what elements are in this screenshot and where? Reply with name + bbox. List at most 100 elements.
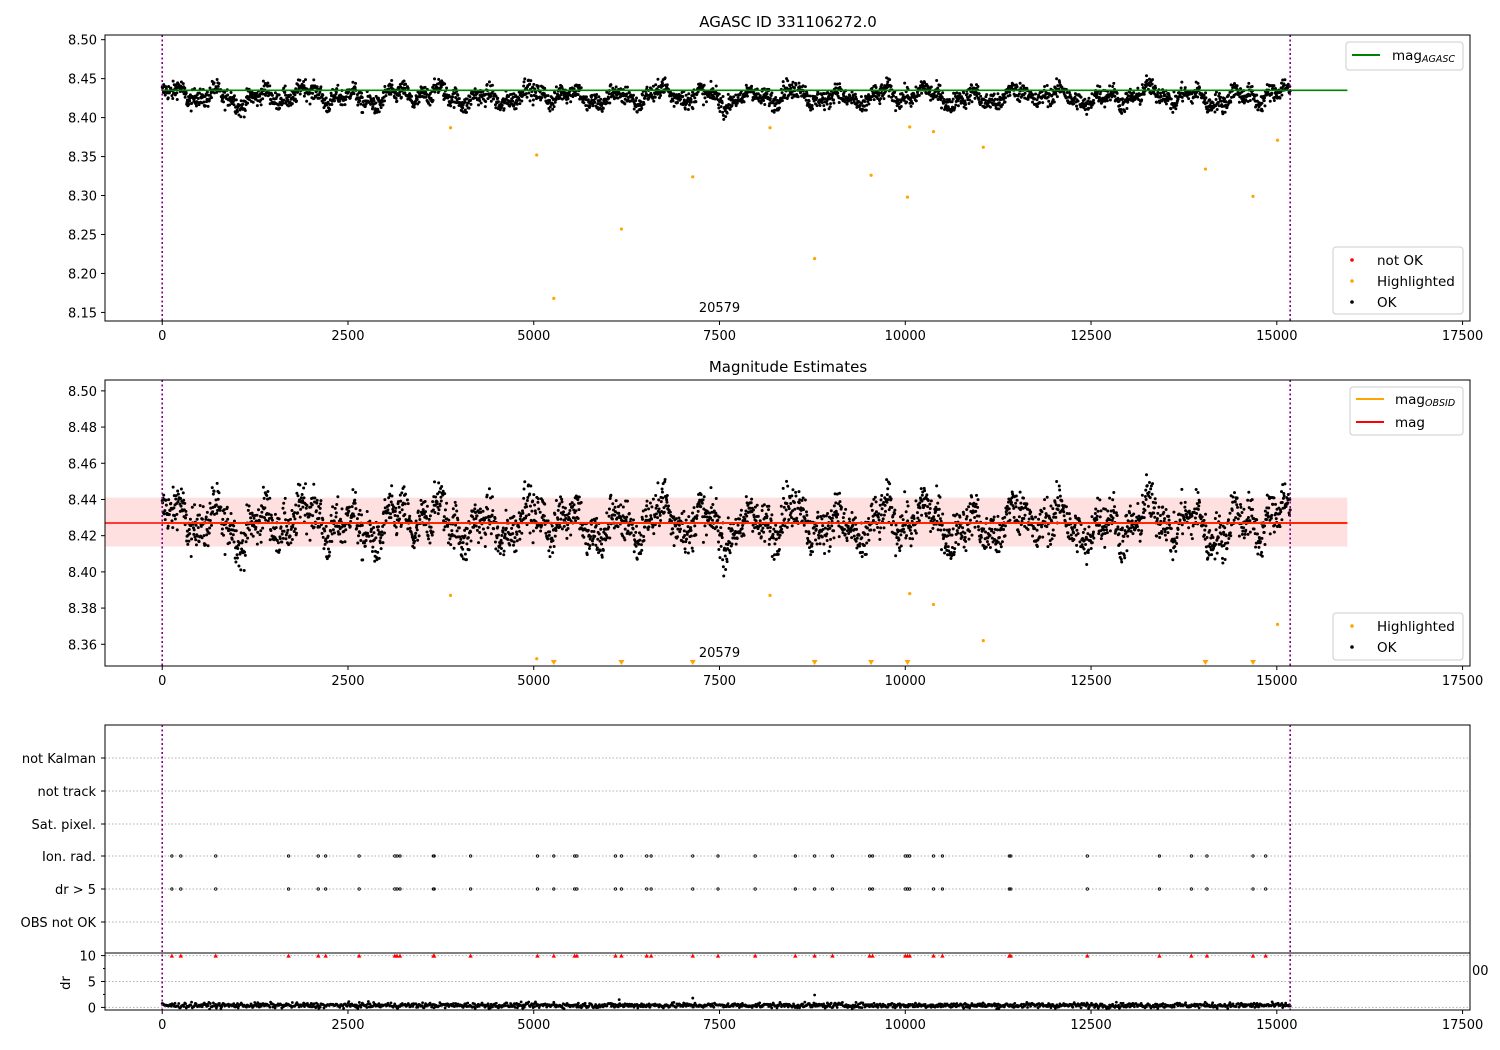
ok-point [879,498,883,502]
ok-point [223,552,227,556]
ok-point [268,84,272,88]
ok-point [305,503,309,507]
ok-point [276,541,280,545]
ok-point [1174,107,1178,111]
ok-point [479,101,483,105]
ok-point [1103,105,1107,109]
ok-point [296,511,300,515]
ok-point [616,96,620,100]
ok-point [361,558,365,562]
ok-point [218,508,222,512]
ok-point [437,490,441,494]
ok-point [372,526,376,530]
ok-point [955,91,959,95]
ok-point [1083,97,1087,101]
ok-point [216,497,220,501]
ok-point [1248,98,1252,102]
ok-point [776,552,780,556]
ok-point [734,542,738,546]
y-tick-label: 8.20 [68,267,97,282]
ok-point [548,98,552,102]
ok-point [694,100,698,104]
ok-point [613,505,617,509]
ok-point [170,94,174,98]
ok-point [757,531,761,535]
ok-point [659,500,663,504]
ok-point [812,531,816,535]
ok-point [1169,107,1173,111]
ok-point [294,531,298,535]
ok-point [689,526,693,530]
ok-point [425,504,429,508]
ok-point [263,516,267,520]
ok-point [767,508,771,512]
ok-point [264,518,268,522]
ok-point [522,496,526,500]
ok-point [976,85,980,89]
ok-point [283,84,287,88]
ok-point [866,532,870,536]
highlighted-point [931,130,936,134]
ok-point [527,78,531,82]
ok-point [691,90,695,94]
ok-point [187,102,191,106]
ok-point [386,508,390,512]
ok-point [738,517,742,521]
ok-point [899,104,903,108]
ok-point [493,517,497,521]
ok-point [850,101,854,105]
ok-point [864,108,868,112]
ok-point [501,530,505,534]
ok-point [282,501,286,505]
ok-point [450,529,454,533]
ok-point [1155,100,1159,104]
ok-point [771,532,775,536]
ok-point [996,92,1000,96]
ok-point [631,518,635,522]
ok-point [404,492,408,496]
ok-point [254,96,258,100]
ok-point [816,515,820,519]
ok-point [755,503,759,507]
ok-point [314,95,318,99]
ok-point [634,544,638,548]
ok-point [523,480,527,484]
ok-point [1226,93,1230,97]
ok-point [321,101,325,105]
ok-point [288,517,292,521]
ok-point [689,534,693,538]
ok-point [302,486,306,490]
ok-point [212,91,216,95]
ok-point [721,95,725,99]
ok-point [465,97,469,101]
ok-point [629,99,633,103]
ok-point [1217,92,1221,96]
ok-point [498,552,502,556]
ok-point [810,544,814,548]
ok-point [477,103,481,107]
ok-point [384,519,388,523]
highlighted-point [619,227,624,231]
ok-point [1092,101,1096,105]
ok-point [421,508,425,512]
ok-point [891,94,895,98]
ok-point [629,517,633,521]
ok-point [518,98,522,102]
ok-point [794,494,798,498]
ok-point [355,527,359,531]
ok-point [445,86,449,90]
ok-point [518,102,522,106]
ok-point [1255,93,1259,97]
ok-point [792,517,796,521]
ok-point [179,504,183,508]
ok-point [705,515,709,519]
ok-point [324,524,328,528]
ok-point [457,97,461,101]
ok-point [501,97,505,101]
ok-point [781,486,785,490]
ok-point [202,534,206,538]
ok-point [1283,78,1287,82]
ok-point [546,519,550,523]
ok-point [808,94,812,98]
ok-point [192,532,196,536]
